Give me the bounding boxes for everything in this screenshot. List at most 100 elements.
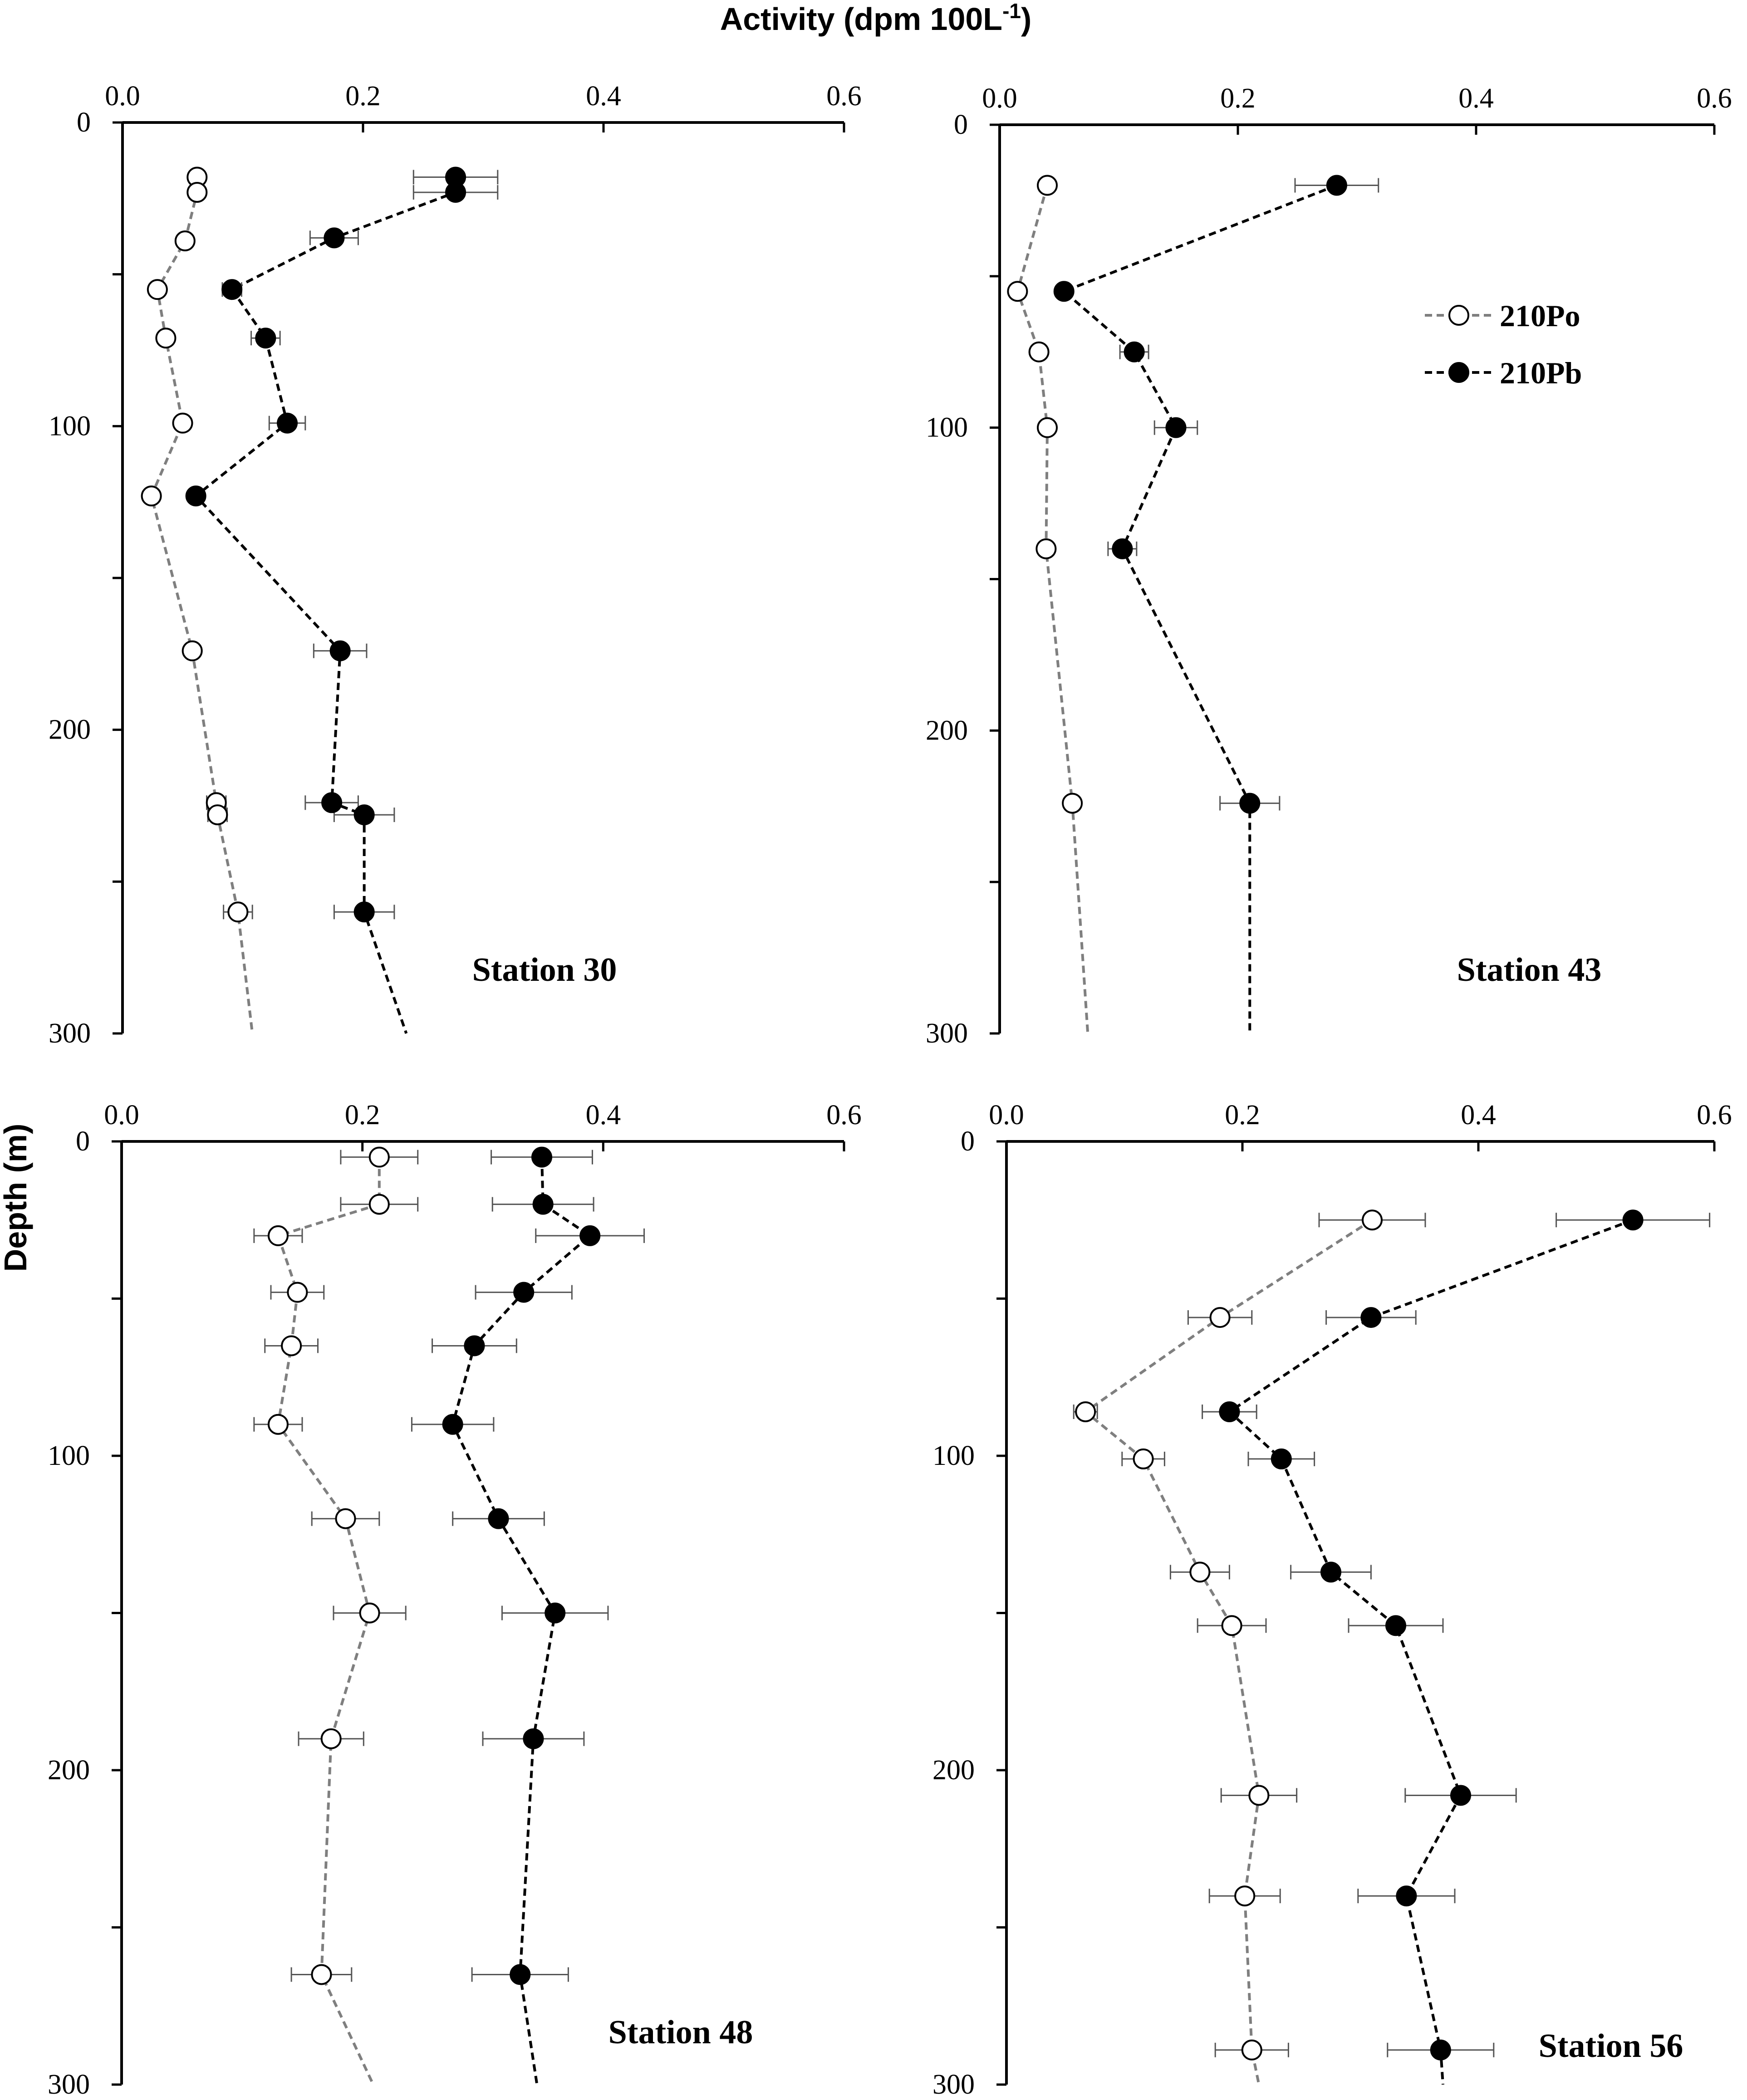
x-tick-label: 0.4 [586, 81, 621, 112]
x-tick-label: 0.6 [1697, 1100, 1732, 1131]
point-210pb [1385, 1615, 1406, 1636]
point-210po [359, 1602, 380, 1624]
point-210pb [1450, 1785, 1471, 1806]
point-210po [287, 1282, 308, 1303]
point-210po [141, 485, 162, 507]
series-line [150, 177, 254, 1034]
point-210po [1221, 1615, 1242, 1636]
point-210pb [1396, 1885, 1417, 1907]
point-210po [1037, 175, 1058, 196]
legend-marker-filled [1448, 362, 1469, 383]
series-210Pb [1053, 175, 1379, 1033]
point-210pb [277, 412, 298, 434]
point-210po [320, 1728, 342, 1749]
point-210po [1007, 281, 1028, 302]
point-210pb [1271, 1448, 1292, 1469]
point-210pb [221, 279, 243, 300]
point-210pb [1124, 341, 1145, 362]
point-210po [281, 1335, 302, 1356]
point-210pb [255, 328, 276, 349]
y-tick-label: 0 [76, 1126, 90, 1157]
y-tick-label: 200 [49, 715, 91, 745]
x-tick-label: 0.2 [345, 1100, 380, 1131]
x-tick-label: 0.6 [1697, 83, 1732, 114]
point-210pb [523, 1728, 544, 1749]
point-210pb [1239, 793, 1261, 814]
y-axis-title: Depth (m) [0, 1124, 33, 1272]
y-tick-label: 0 [77, 107, 91, 138]
point-210po [174, 230, 196, 252]
station-label: Station 48 [609, 2014, 753, 2051]
legend-marker-open [1448, 305, 1469, 326]
point-210po [1035, 538, 1057, 559]
point-210pb [1360, 1307, 1382, 1328]
point-210po [186, 181, 208, 203]
point-210pb [324, 227, 345, 249]
point-210pb [488, 1508, 509, 1529]
x-tick-label: 0.0 [982, 83, 1017, 114]
point-210pb [513, 1282, 535, 1303]
point-210pb [445, 181, 466, 203]
point-210po [155, 328, 177, 349]
series-210Pb [1202, 1209, 1711, 2085]
point-210po [1133, 1448, 1154, 1469]
point-210po [311, 1964, 332, 1985]
point-210pb [545, 1602, 566, 1624]
point-210po [1075, 1401, 1096, 1422]
point-210pb [1219, 1401, 1240, 1422]
point-210pb [1053, 281, 1075, 302]
legend: 210Po 210Pb [1425, 299, 1582, 390]
y-tick-label: 300 [49, 1018, 91, 1049]
y-tick-label: 0 [961, 1126, 975, 1157]
x-tick-label: 0.2 [1220, 83, 1256, 114]
series-210Po [1073, 1209, 1426, 2085]
series-line [1227, 1219, 1634, 2085]
point-210pb [1165, 417, 1187, 438]
point-210pb [510, 1964, 531, 1985]
x-tick-label: 0.0 [104, 1100, 139, 1131]
point-210po [1028, 341, 1050, 362]
point-210po [267, 1225, 289, 1246]
point-210pb [532, 1194, 554, 1215]
point-210po [172, 412, 193, 434]
x-tick-label: 0.2 [345, 81, 381, 112]
point-210po [1209, 1307, 1231, 1328]
panel-2: 0.0 0.2 0.4 0.6 0 100 200 300 Station 43 [926, 83, 1732, 1049]
x-tick-label: 0.6 [826, 1100, 862, 1131]
station-label: Station 43 [1457, 951, 1602, 989]
x-tick-label: 0.4 [1458, 83, 1494, 114]
y-tick-label: 300 [926, 1018, 968, 1049]
x-axis-title: Activity (dpm 100L-1) [720, 0, 1032, 37]
y-tick-label: 200 [48, 1755, 90, 1786]
point-210pb [442, 1414, 463, 1435]
x-tick-label: 0.2 [1225, 1100, 1260, 1131]
point-210po [227, 901, 249, 923]
legend-label: 210Pb [1500, 356, 1582, 390]
point-210po [1362, 1209, 1383, 1231]
point-210po [147, 279, 168, 300]
point-210pb [1112, 538, 1133, 559]
point-210po [1037, 417, 1058, 438]
y-tick-label: 100 [49, 411, 91, 441]
y-tick-label: 200 [932, 1755, 975, 1786]
point-210po [207, 804, 228, 826]
point-210po [1234, 1885, 1256, 1907]
point-210po [368, 1146, 390, 1168]
y-tick-label: 0 [954, 109, 968, 140]
y-tick-label: 300 [932, 2069, 975, 2100]
point-210pb [321, 792, 343, 813]
x-tick-label: 0.0 [989, 1100, 1024, 1131]
x-tick-label: 0.4 [1461, 1100, 1496, 1131]
series-210Pb [185, 166, 499, 1034]
point-210pb [353, 804, 375, 826]
legend-label: 210Po [1500, 299, 1580, 333]
point-210pb [531, 1146, 553, 1168]
panel-4: 0.0 0.2 0.4 0.6 0 100 200 300 Station 56 [932, 1100, 1732, 2100]
series-line [1061, 184, 1337, 1033]
series-line [1083, 1219, 1373, 2085]
point-210po [1189, 1562, 1211, 1583]
station-label: Station 56 [1539, 2027, 1683, 2065]
point-210pb [1320, 1562, 1341, 1583]
point-210pb [185, 485, 206, 507]
